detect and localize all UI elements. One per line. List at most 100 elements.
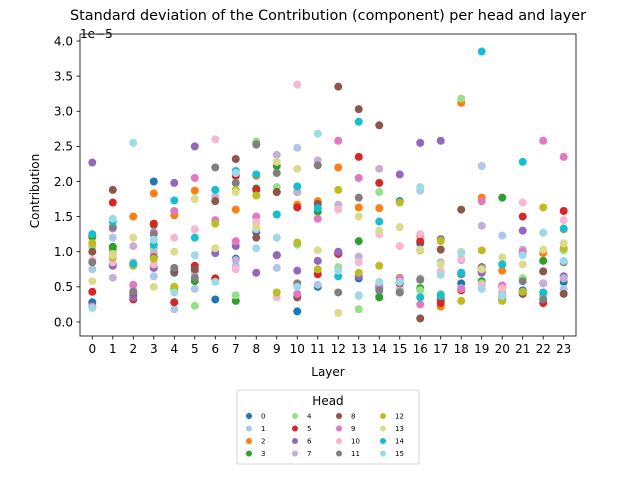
x-tick-label: 8 bbox=[252, 342, 260, 356]
point-head-5-layer-21 bbox=[518, 212, 527, 221]
legend-marker bbox=[292, 438, 298, 444]
point-head-5-layer-0 bbox=[88, 287, 97, 296]
legend-marker bbox=[336, 450, 342, 457]
point-head-8-layer-8 bbox=[252, 233, 261, 242]
point-head-1-layer-20 bbox=[498, 231, 507, 240]
point-head-15-layer-20 bbox=[498, 291, 507, 300]
y-tick-label: 3.5 bbox=[54, 69, 73, 83]
point-head-13-layer-3 bbox=[149, 282, 158, 291]
x-tick-label: 21 bbox=[515, 342, 530, 356]
legend-label: 0 bbox=[261, 413, 265, 421]
point-head-1-layer-19 bbox=[477, 162, 486, 171]
point-head-13-layer-8 bbox=[252, 223, 261, 232]
point-head-15-layer-23 bbox=[559, 256, 568, 265]
x-tick-label: 18 bbox=[454, 342, 469, 356]
legend-label: 14 bbox=[395, 438, 404, 446]
point-head-13-layer-12 bbox=[334, 308, 343, 317]
legend-label: 5 bbox=[307, 425, 311, 433]
point-head-7-layer-13 bbox=[354, 252, 363, 261]
point-head-10-layer-10 bbox=[293, 80, 302, 89]
legend-marker bbox=[292, 425, 298, 432]
point-head-11-layer-15 bbox=[395, 288, 404, 297]
point-head-1-layer-3 bbox=[149, 272, 158, 281]
legend-label: 12 bbox=[395, 413, 404, 421]
x-tick-label: 15 bbox=[392, 342, 407, 356]
legend-label: 2 bbox=[261, 438, 265, 446]
legend-label: 3 bbox=[261, 450, 265, 458]
point-head-13-layer-6 bbox=[211, 244, 220, 253]
point-head-13-layer-13 bbox=[354, 212, 363, 221]
x-tick-label: 11 bbox=[310, 342, 325, 356]
point-head-10-layer-21 bbox=[518, 198, 527, 207]
point-head-12-layer-22 bbox=[539, 203, 548, 212]
point-head-8-layer-9 bbox=[272, 188, 281, 197]
y-tick-label: 2.0 bbox=[54, 175, 73, 189]
point-head-15-layer-2 bbox=[129, 138, 138, 147]
point-head-12-layer-9 bbox=[272, 288, 281, 297]
point-head-3-layer-7 bbox=[231, 296, 240, 305]
point-head-8-layer-23 bbox=[559, 289, 568, 298]
point-head-14-layer-21 bbox=[518, 157, 527, 166]
point-head-12-layer-14 bbox=[375, 261, 384, 270]
point-head-12-layer-10 bbox=[293, 238, 302, 247]
x-tick-label: 14 bbox=[372, 342, 387, 356]
point-head-2-layer-7 bbox=[231, 205, 240, 214]
point-head-10-layer-20 bbox=[498, 284, 507, 293]
point-head-12-layer-8 bbox=[252, 191, 261, 200]
point-head-11-layer-11 bbox=[313, 161, 322, 170]
point-head-5-layer-13 bbox=[354, 152, 363, 161]
point-head-14-layer-5 bbox=[190, 233, 199, 242]
point-head-9-layer-23 bbox=[559, 152, 568, 161]
point-head-13-layer-9 bbox=[272, 157, 281, 166]
x-tick-label: 1 bbox=[109, 342, 117, 356]
point-head-11-layer-2 bbox=[129, 287, 138, 296]
point-head-11-layer-1 bbox=[108, 223, 117, 232]
point-head-6-layer-15 bbox=[395, 170, 404, 179]
point-head-0-layer-6 bbox=[211, 295, 220, 304]
point-head-13-layer-7 bbox=[231, 188, 240, 197]
point-head-2-layer-2 bbox=[129, 212, 138, 221]
point-head-12-layer-21 bbox=[518, 287, 527, 296]
legend-marker bbox=[380, 438, 386, 444]
point-head-8-layer-1 bbox=[108, 185, 117, 194]
point-head-3-layer-22 bbox=[539, 256, 548, 265]
point-head-2-layer-12 bbox=[334, 163, 343, 172]
legend-marker bbox=[246, 450, 252, 457]
point-head-5-layer-10 bbox=[293, 203, 302, 212]
legend-label: 11 bbox=[351, 450, 360, 458]
point-head-12-layer-15 bbox=[395, 198, 404, 207]
point-head-6-layer-21 bbox=[518, 226, 527, 235]
point-head-12-layer-19 bbox=[477, 246, 486, 255]
point-head-1-layer-11 bbox=[313, 280, 322, 289]
point-head-7-layer-2 bbox=[129, 242, 138, 251]
point-head-6-layer-11 bbox=[313, 256, 322, 265]
point-head-14-layer-6 bbox=[211, 185, 220, 194]
point-head-9-layer-18 bbox=[457, 284, 466, 293]
x-tick-label: 12 bbox=[331, 342, 346, 356]
point-head-13-layer-15 bbox=[395, 223, 404, 232]
point-head-6-layer-5 bbox=[190, 142, 199, 151]
point-head-15-layer-17 bbox=[436, 270, 445, 279]
point-head-9-layer-22 bbox=[539, 136, 548, 145]
point-head-14-layer-20 bbox=[498, 260, 507, 269]
point-head-7-layer-19 bbox=[477, 221, 486, 230]
x-tick-label: 5 bbox=[191, 342, 199, 356]
point-head-4-layer-13 bbox=[354, 305, 363, 314]
point-head-15-layer-3 bbox=[149, 235, 158, 244]
legend-marker bbox=[336, 438, 342, 444]
point-head-4-layer-5 bbox=[190, 301, 199, 310]
x-axis-label: Layer bbox=[311, 365, 345, 379]
point-head-11-layer-13 bbox=[354, 193, 363, 202]
x-tick-label: 9 bbox=[273, 342, 281, 356]
plot-frame bbox=[79, 33, 577, 337]
point-head-15-layer-1 bbox=[108, 214, 117, 223]
point-head-15-layer-21 bbox=[518, 251, 527, 260]
point-head-7-layer-1 bbox=[108, 273, 117, 282]
point-head-7-layer-10 bbox=[293, 188, 302, 197]
point-head-1-layer-9 bbox=[272, 263, 281, 272]
point-head-5-layer-16 bbox=[416, 237, 425, 246]
x-tick-label: 0 bbox=[88, 342, 96, 356]
point-head-4-layer-14 bbox=[375, 188, 384, 197]
point-head-11-layer-12 bbox=[334, 288, 343, 297]
